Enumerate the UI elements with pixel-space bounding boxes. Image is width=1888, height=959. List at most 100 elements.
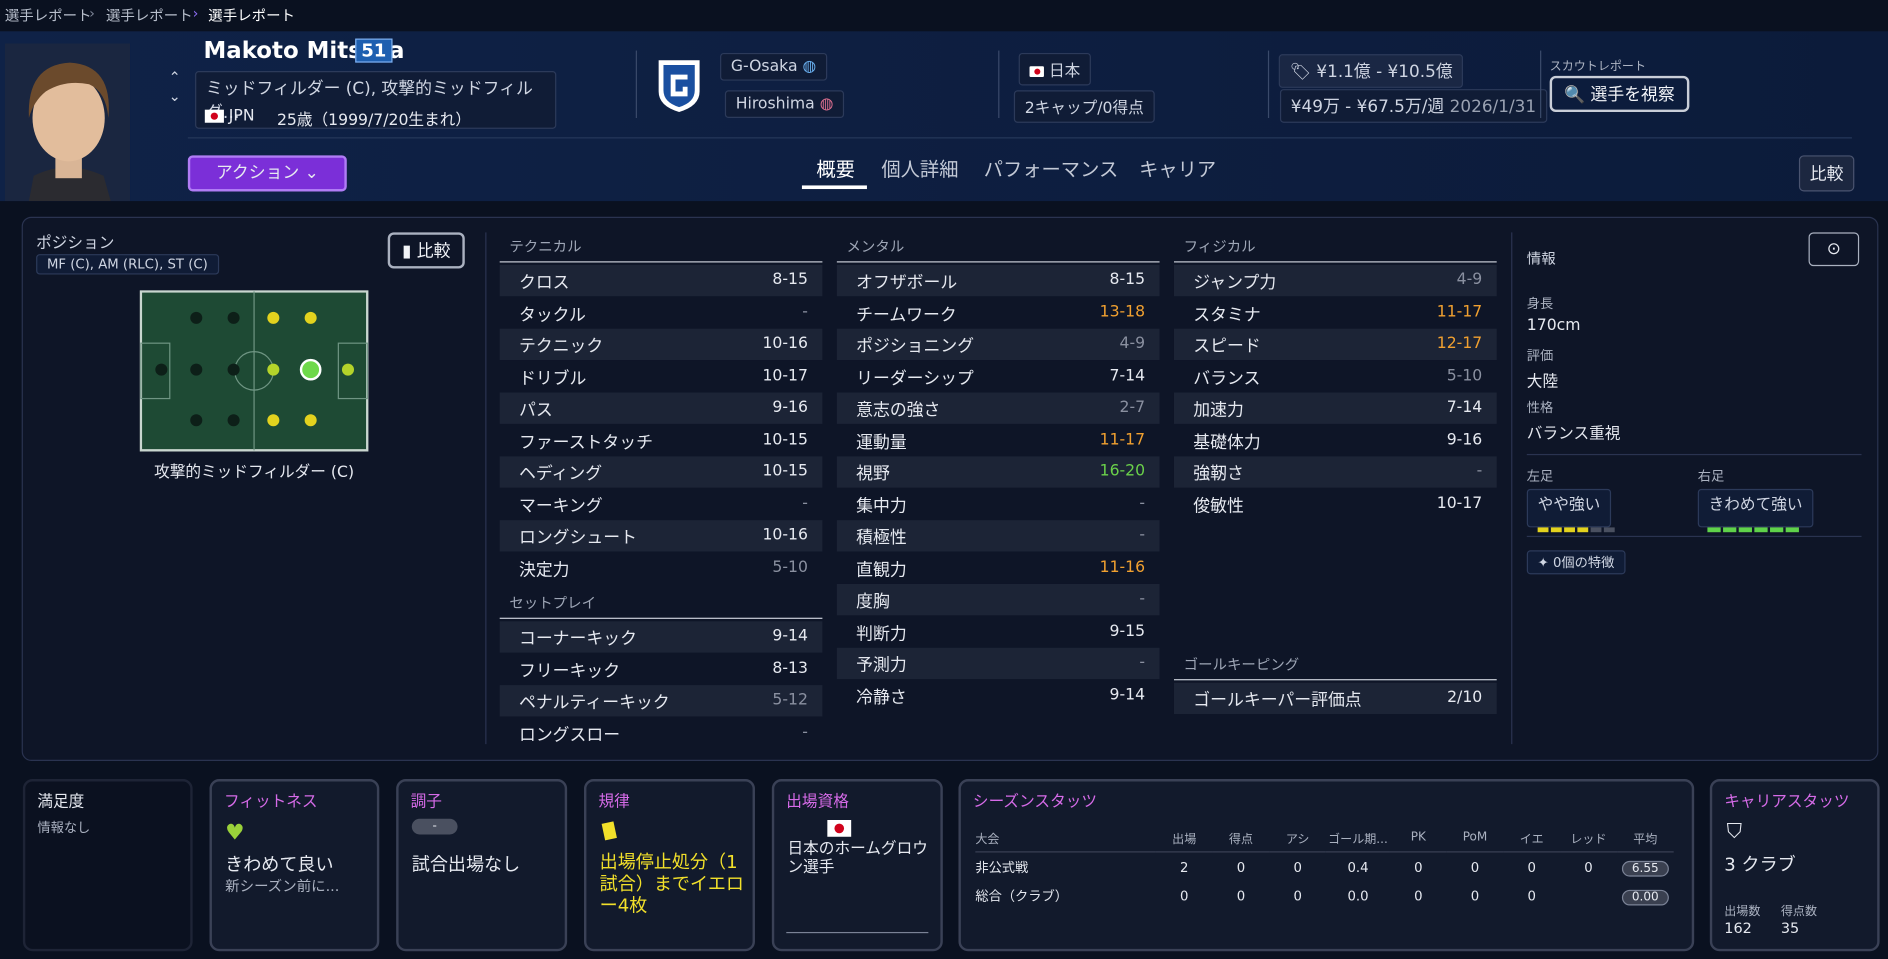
action-button[interactable]: アクション ⌄ (187, 155, 347, 192)
compare-position-label: 比較 (416, 242, 451, 262)
attribute-value: - (1139, 494, 1146, 513)
attribute-name: 集中力 (856, 496, 907, 516)
attribute-name: ジャンプ力 (1193, 273, 1277, 293)
attribute-name: ペナルティーキック (518, 693, 670, 713)
attribute-name: 基礎体力 (1193, 432, 1261, 453)
club[interactable]: G-Osaka ◍ (720, 52, 828, 81)
attribute-name: ロングスロー (518, 725, 621, 745)
attribute-row: ロングシュート 10-16 (499, 520, 823, 552)
stats-value: 0.4 (1347, 859, 1369, 875)
right-foot-label: 右足 (1697, 468, 1725, 485)
attribute-value: 2-7 (1119, 398, 1146, 417)
breadcrumb[interactable]: 選手レポート (4, 7, 92, 25)
attribute-name: スタミナ (1193, 305, 1261, 325)
breadcrumb[interactable]: 選手レポート (105, 7, 193, 25)
card-title: キャリアスタッツ (1724, 793, 1850, 812)
career-value: 35 (1780, 919, 1800, 937)
column-header: 大会 (975, 832, 1000, 846)
stats-value: 0 (1527, 859, 1536, 875)
career-label: 得点数 (1780, 905, 1817, 919)
scout-label: スカウトレポート (1549, 60, 1647, 74)
nationality: JPN (228, 107, 255, 126)
stats-value: 2 (1179, 859, 1189, 875)
attribute-value: 4-9 (1456, 270, 1483, 289)
stats-cell: 0 (1390, 852, 1447, 882)
form-badge: - (411, 818, 458, 835)
discipline-card[interactable]: 規律 出場停止処分（1試合）までイエロー4枚 (583, 779, 755, 952)
attribute-row: ファーストタッチ 10-15 (500, 424, 823, 455)
season-stats-card[interactable]: シーズンスタッツ 大会 出場 得点 アシ ゴール期... PK PoM イエ レッド 平均 非公式戦… (958, 779, 1695, 952)
attribute-row: パス 9-16 (499, 392, 823, 424)
left-foot-label: 左足 (1526, 468, 1554, 485)
fitness-card[interactable]: フィットネス ♥ きわめて良い 新シーズン前に... (209, 779, 380, 952)
stats-value: 0 (1470, 888, 1480, 904)
card-title: フィットネス (223, 793, 318, 812)
attribute-value: - (1476, 462, 1483, 481)
career-card[interactable]: キャリアスタッツ ⛉ 3 クラブ 出場数 162 得点数 35 (1709, 779, 1880, 952)
attribute-value: 13-18 (1099, 302, 1146, 321)
card-text: 日本のホームグロウン選手 (787, 840, 928, 877)
info-button[interactable]: ⊙ (1808, 232, 1860, 267)
stats-value: 0 (1236, 888, 1246, 904)
attribute-name: 加速力 (1193, 400, 1244, 421)
attribute-name: 冷静さ (856, 688, 907, 708)
compare-button[interactable]: 比較 (1798, 155, 1855, 192)
card-text: 出場停止処分（1試合）までイエロー4枚 (599, 851, 744, 917)
attribute-row: 決定力 5-10 (500, 552, 823, 583)
group-rule (1173, 261, 1497, 263)
form-card[interactable]: 調子 - 試合出場なし (396, 779, 568, 952)
attribute-row: ジャンプ力 4-9 (1173, 264, 1497, 297)
group-rule (1173, 679, 1497, 681)
tab[interactable]: 概要 (816, 157, 855, 181)
stats-value: 0 (1527, 888, 1536, 904)
card-text: きわめて良い (225, 853, 334, 876)
club[interactable]: Hiroshima ◍ (724, 90, 845, 119)
card-title: 満足度 (37, 793, 85, 812)
attribute-row: チームワーク 13-18 (837, 297, 1160, 328)
squad-number: 51 (355, 38, 393, 63)
compare-position[interactable]: ▮ 比較 (387, 232, 465, 269)
stats-value: 0 (1179, 888, 1189, 904)
stats-cell: 0 (1156, 881, 1213, 910)
tab[interactable]: キャリア (1139, 157, 1217, 181)
card-title: シーズンスタッツ (972, 793, 1098, 812)
tab[interactable]: パフォーマンス (983, 157, 1119, 181)
attribute-row: 意志の強さ 2-7 (836, 392, 1160, 424)
attribute-name: クロス (518, 273, 570, 293)
player-nav[interactable]: ⌃ ⌄ (168, 68, 181, 105)
attribute-value: 10-16 (762, 526, 808, 545)
attribute-row: 冷静さ 9-14 (837, 680, 1160, 711)
stats-cell: 0 (1269, 852, 1326, 882)
attribute-value: 5-10 (1446, 366, 1483, 385)
attribute-row: 加速力 7-14 (1173, 392, 1497, 424)
stats-cell (1560, 881, 1617, 910)
stats-cell: 0.0 (1326, 881, 1390, 910)
scout-button[interactable]: 🔍 選手を視察 (1549, 75, 1690, 112)
attribute-name: ヘディング (518, 464, 603, 485)
traits[interactable]: ✦ 0個の特徴 (1526, 550, 1626, 575)
attribute-name: タックル (518, 305, 586, 325)
attribute-value: 12-17 (1436, 334, 1483, 353)
value: 🏷 ¥1.1億 - ¥10.5億 (1278, 54, 1464, 88)
column-header: 得点 (1228, 832, 1253, 846)
attribute-value: - (1139, 590, 1146, 609)
stats-value: 0 (1293, 888, 1302, 904)
nation[interactable]: 日本 (1018, 52, 1092, 86)
eligibility-card[interactable]: 出場資格 日本のホームグロウン選手 (771, 779, 943, 952)
flag (827, 819, 852, 837)
satisfaction-card: 満足度 情報なし (22, 779, 193, 952)
attribute-row: ドリブル 10-17 (500, 361, 823, 392)
column-header: イエ (1519, 832, 1544, 846)
column-header: レッド (1570, 832, 1607, 846)
attribute-name: ドリブル (518, 369, 587, 389)
column-header: 出場 (1172, 832, 1197, 846)
wage: ¥49万 - ¥67.5万/週 2026/1/31 (1279, 89, 1547, 123)
column-header: ゴール期... (1328, 832, 1388, 846)
tab[interactable]: 個人詳細 (881, 157, 959, 181)
group-rule (499, 617, 823, 619)
stats-cell: 0 (1213, 852, 1270, 882)
attribute-value: 5-10 (772, 558, 808, 577)
info-label: 身長 (1526, 296, 1554, 312)
pitch (139, 290, 369, 452)
attribute-row: テクニック 10-16 (499, 328, 823, 361)
